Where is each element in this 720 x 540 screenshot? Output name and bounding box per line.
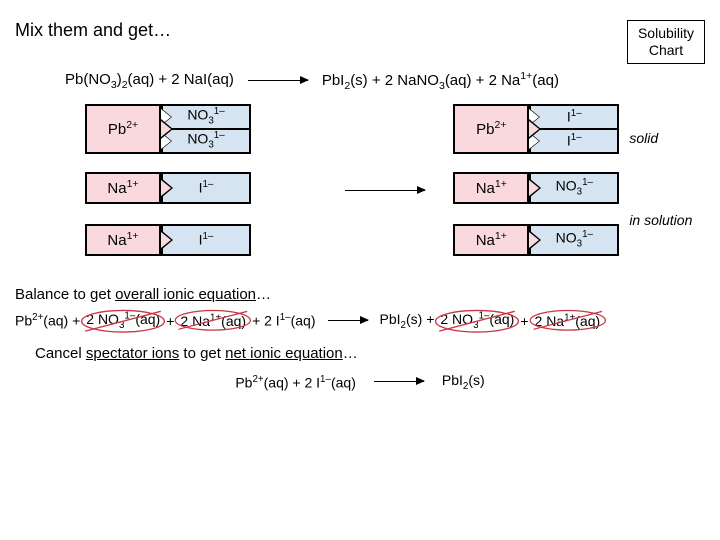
label-in-solution: in solution bbox=[629, 212, 692, 228]
label-solid: solid bbox=[629, 130, 658, 146]
ionic-arrow-icon bbox=[328, 320, 368, 321]
net-arrow-icon bbox=[374, 381, 424, 382]
product-box-nano3-2: Na1+ NO31– bbox=[453, 224, 619, 256]
reactant-box-nai-2: Na1+ I1– bbox=[85, 224, 317, 256]
net-ionic-heading: Cancel spectator ions to get net ionic e… bbox=[35, 345, 705, 362]
anion-i-prod-2: I1– bbox=[529, 130, 619, 154]
spectator-na-right: 2 Na1+(aq) bbox=[533, 312, 603, 329]
middle-arrow-icon bbox=[337, 182, 433, 198]
anion-no3-1: NO31– bbox=[161, 104, 251, 130]
solubility-chart-box: Solubility Chart bbox=[627, 20, 705, 64]
cation-na-prod-2: Na1+ bbox=[453, 224, 529, 256]
solubility-chart-label-2: Chart bbox=[638, 42, 694, 59]
anion-no3-2: NO31– bbox=[161, 130, 251, 154]
anion-i-prod-1: I1– bbox=[529, 104, 619, 130]
spectator-no3-right: 2 NO31–(aq) bbox=[438, 311, 516, 331]
page-title: Mix them and get… bbox=[15, 20, 171, 41]
cation-na-2: Na1+ bbox=[85, 224, 161, 256]
solubility-chart-label-1: Solubility bbox=[638, 25, 694, 42]
reactant-box-pbno3: Pb2+ NO31– NO31– bbox=[85, 104, 317, 154]
anion-no3-prod-2: NO31– bbox=[529, 224, 619, 256]
anion-no3-prod-1: NO31– bbox=[529, 172, 619, 204]
reactant-box-nai-1: Na1+ I1– bbox=[85, 172, 317, 204]
anion-i-2: I1– bbox=[161, 224, 251, 256]
cation-pb-prod: Pb2+ bbox=[453, 104, 529, 154]
overall-ionic-heading: Balance to get overall ionic equation… bbox=[15, 286, 705, 303]
net-ionic-equation: Pb2+(aq) + 2 I1–(aq) PbI2(s) bbox=[15, 372, 705, 392]
spectator-no3-left: 2 NO31–(aq) bbox=[84, 311, 162, 331]
cation-pb: Pb2+ bbox=[85, 104, 161, 154]
product-box-nano3-1: Na1+ NO31– bbox=[453, 172, 619, 204]
cation-na-prod-1: Na1+ bbox=[453, 172, 529, 204]
cation-na-1: Na1+ bbox=[85, 172, 161, 204]
molecular-equation: Pb(NO3)2(aq) + 2 NaI(aq) PbI2(s) + 2 NaN… bbox=[65, 70, 705, 92]
anion-i-1: I1– bbox=[161, 172, 251, 204]
overall-ionic-equation: Pb2+(aq) + 2 NO31–(aq) + 2 Na1+(aq) + 2 … bbox=[15, 311, 705, 331]
product-box-pbi2: Pb2+ I1– I1– bbox=[453, 104, 619, 154]
ion-boxes-area: Pb2+ NO31– NO31– Na1+ I1– Na1+ I1– Pb2+ … bbox=[15, 104, 705, 276]
spectator-na-left: 2 Na1+(aq) bbox=[178, 312, 248, 329]
reaction-arrow-icon bbox=[248, 80, 308, 81]
